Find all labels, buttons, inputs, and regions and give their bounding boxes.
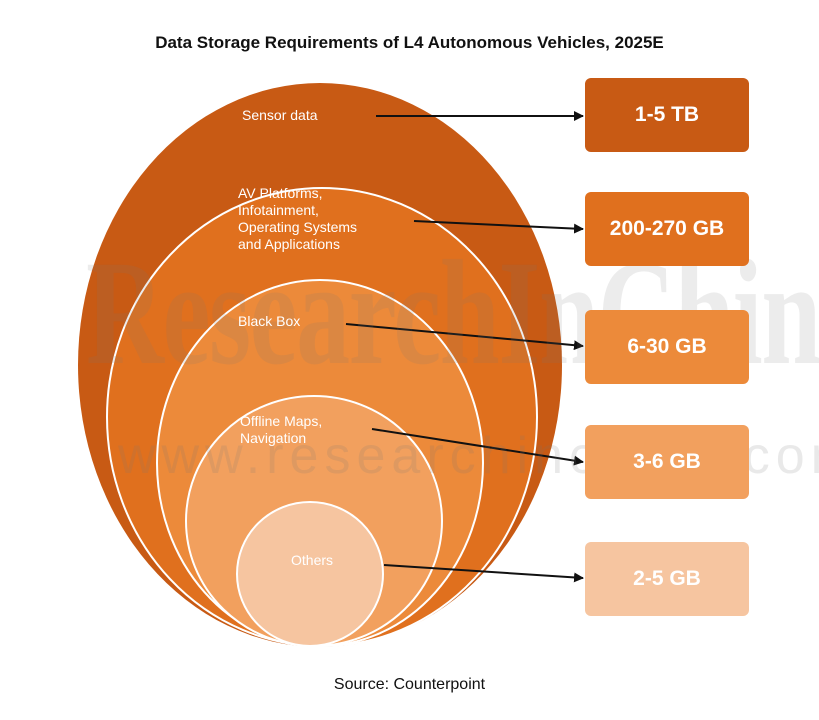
- value-box-av-platforms: 200-270 GB: [585, 192, 749, 266]
- label-sensor-data: Sensor data: [242, 107, 318, 123]
- label-black-box: Black Box: [238, 313, 301, 329]
- arrow-av-platforms: [413, 220, 584, 234]
- label-offline-maps: Offline Maps, Navigation: [240, 413, 323, 446]
- value-box-others: 2-5 GB: [585, 542, 749, 616]
- value-box-sensor-data: 1-5 TB: [585, 78, 749, 152]
- value-box-offline-maps: 3-6 GB: [585, 425, 749, 499]
- value-box-black-box: 6-30 GB: [585, 310, 749, 384]
- arrow-offline-maps: [371, 428, 584, 466]
- arrow-others: [383, 564, 584, 583]
- arrow-black-box: [345, 323, 584, 351]
- source-note: Source: Counterpoint: [333, 676, 486, 693]
- label-others: Others: [291, 552, 334, 568]
- label-av-platforms: AV Platforms, Infotainment, Operating Sy…: [238, 185, 358, 252]
- others-ellipse: [236, 501, 384, 647]
- diagram-title: Data Storage Requirements of L4 Autonomo…: [155, 33, 664, 52]
